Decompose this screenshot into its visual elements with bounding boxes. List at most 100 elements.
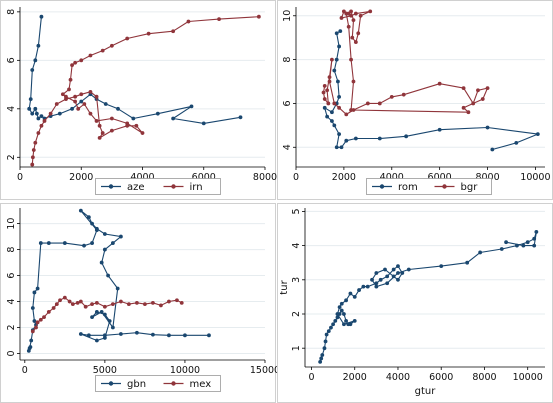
data-point	[344, 298, 348, 303]
data-point	[319, 356, 324, 361]
data-point	[322, 84, 327, 88]
data-point	[437, 81, 442, 86]
y-tick-label: 1	[291, 345, 302, 351]
y-tick-label: 6	[6, 57, 17, 63]
data-point	[35, 286, 40, 291]
series-line-mex	[32, 297, 182, 332]
data-point	[78, 208, 83, 213]
data-point	[332, 123, 337, 128]
y-tick-label: 10	[282, 10, 293, 22]
chart-panel-2: 4 6 8 10 0 2000 4000 6000 8000 10000 rom bgr	[277, 0, 553, 200]
data-point	[338, 29, 343, 34]
data-point	[189, 104, 194, 109]
data-point	[102, 304, 107, 309]
data-point	[344, 138, 349, 143]
data-point	[400, 271, 405, 275]
data-point	[51, 306, 56, 310]
data-point	[385, 274, 390, 279]
data-point	[30, 306, 35, 310]
data-point	[118, 299, 123, 304]
y-tick-label: 4	[6, 299, 17, 305]
x-tick-label: 15000	[250, 365, 280, 376]
data-point	[385, 281, 390, 286]
legend-box	[95, 375, 221, 392]
x-tick-label: 2000	[332, 172, 356, 183]
data-point	[26, 349, 31, 353]
data-point	[332, 101, 337, 106]
data-point	[82, 243, 86, 248]
y-tick-label: 6	[282, 100, 293, 106]
data-point	[207, 333, 211, 338]
data-point	[159, 303, 163, 308]
data-point	[439, 264, 444, 269]
legend-swatch-marker	[108, 381, 114, 386]
data-point	[30, 111, 35, 116]
x-tick-label: 0	[22, 365, 28, 376]
data-point	[349, 57, 353, 62]
data-point	[90, 221, 94, 226]
data-point	[134, 330, 139, 335]
data-point	[32, 319, 37, 323]
y-tick-label: 4	[6, 106, 17, 112]
data-point	[365, 284, 370, 289]
y-axis-title: tur	[279, 279, 290, 294]
x-tick-label: 8000	[253, 172, 277, 183]
data-point	[351, 79, 356, 84]
data-point	[334, 145, 339, 150]
x-tick-label: 4000	[380, 172, 404, 183]
data-point	[88, 53, 93, 58]
chart-panel-3: 0 2 4 6 8 10 0 5000 10000 15000 gbn mex	[0, 203, 280, 403]
data-point	[324, 332, 329, 337]
data-point	[102, 312, 107, 317]
legend-label-bgr: bgr	[461, 182, 479, 193]
data-point	[330, 57, 334, 62]
legend-label-gbn: gbn	[127, 379, 146, 390]
data-point	[532, 243, 537, 248]
y-tick-label: 8	[282, 57, 293, 63]
data-point	[326, 329, 331, 333]
data-point	[38, 317, 43, 322]
data-point	[339, 145, 344, 150]
data-point	[186, 19, 191, 24]
series-irn	[30, 14, 261, 167]
y-tick-label: 3	[291, 277, 302, 283]
data-point	[86, 333, 91, 338]
data-point	[322, 97, 327, 101]
panel-frame	[277, 0, 553, 200]
panel-frame	[0, 0, 276, 200]
data-point	[322, 105, 327, 110]
data-point	[349, 9, 353, 14]
data-point	[143, 302, 147, 307]
x-tick-label: 8000	[475, 172, 499, 183]
data-point	[110, 325, 115, 330]
data-point	[97, 136, 102, 140]
data-point	[146, 31, 151, 36]
data-point	[36, 131, 41, 135]
data-point	[134, 123, 139, 128]
data-point	[332, 68, 337, 73]
data-point	[27, 106, 32, 111]
data-point	[42, 119, 47, 123]
data-point	[374, 281, 379, 286]
data-point	[256, 14, 261, 19]
data-point	[33, 106, 38, 111]
data-point	[344, 318, 348, 323]
data-point	[374, 284, 379, 289]
data-point	[179, 300, 184, 305]
data-point	[32, 290, 37, 295]
x-tick-label: 2000	[343, 372, 367, 383]
legend-label-rom: rom	[398, 182, 418, 193]
data-point	[485, 125, 490, 130]
data-point	[125, 36, 130, 41]
data-point	[79, 92, 84, 97]
data-point	[33, 140, 38, 145]
data-point	[321, 90, 326, 95]
data-point	[358, 13, 363, 18]
series-gbn	[26, 208, 211, 353]
data-point	[126, 302, 131, 307]
x-tick-label: 4000	[130, 172, 154, 183]
y-tick-label: 4	[282, 144, 293, 150]
data-point	[38, 241, 43, 245]
data-point	[58, 298, 62, 303]
